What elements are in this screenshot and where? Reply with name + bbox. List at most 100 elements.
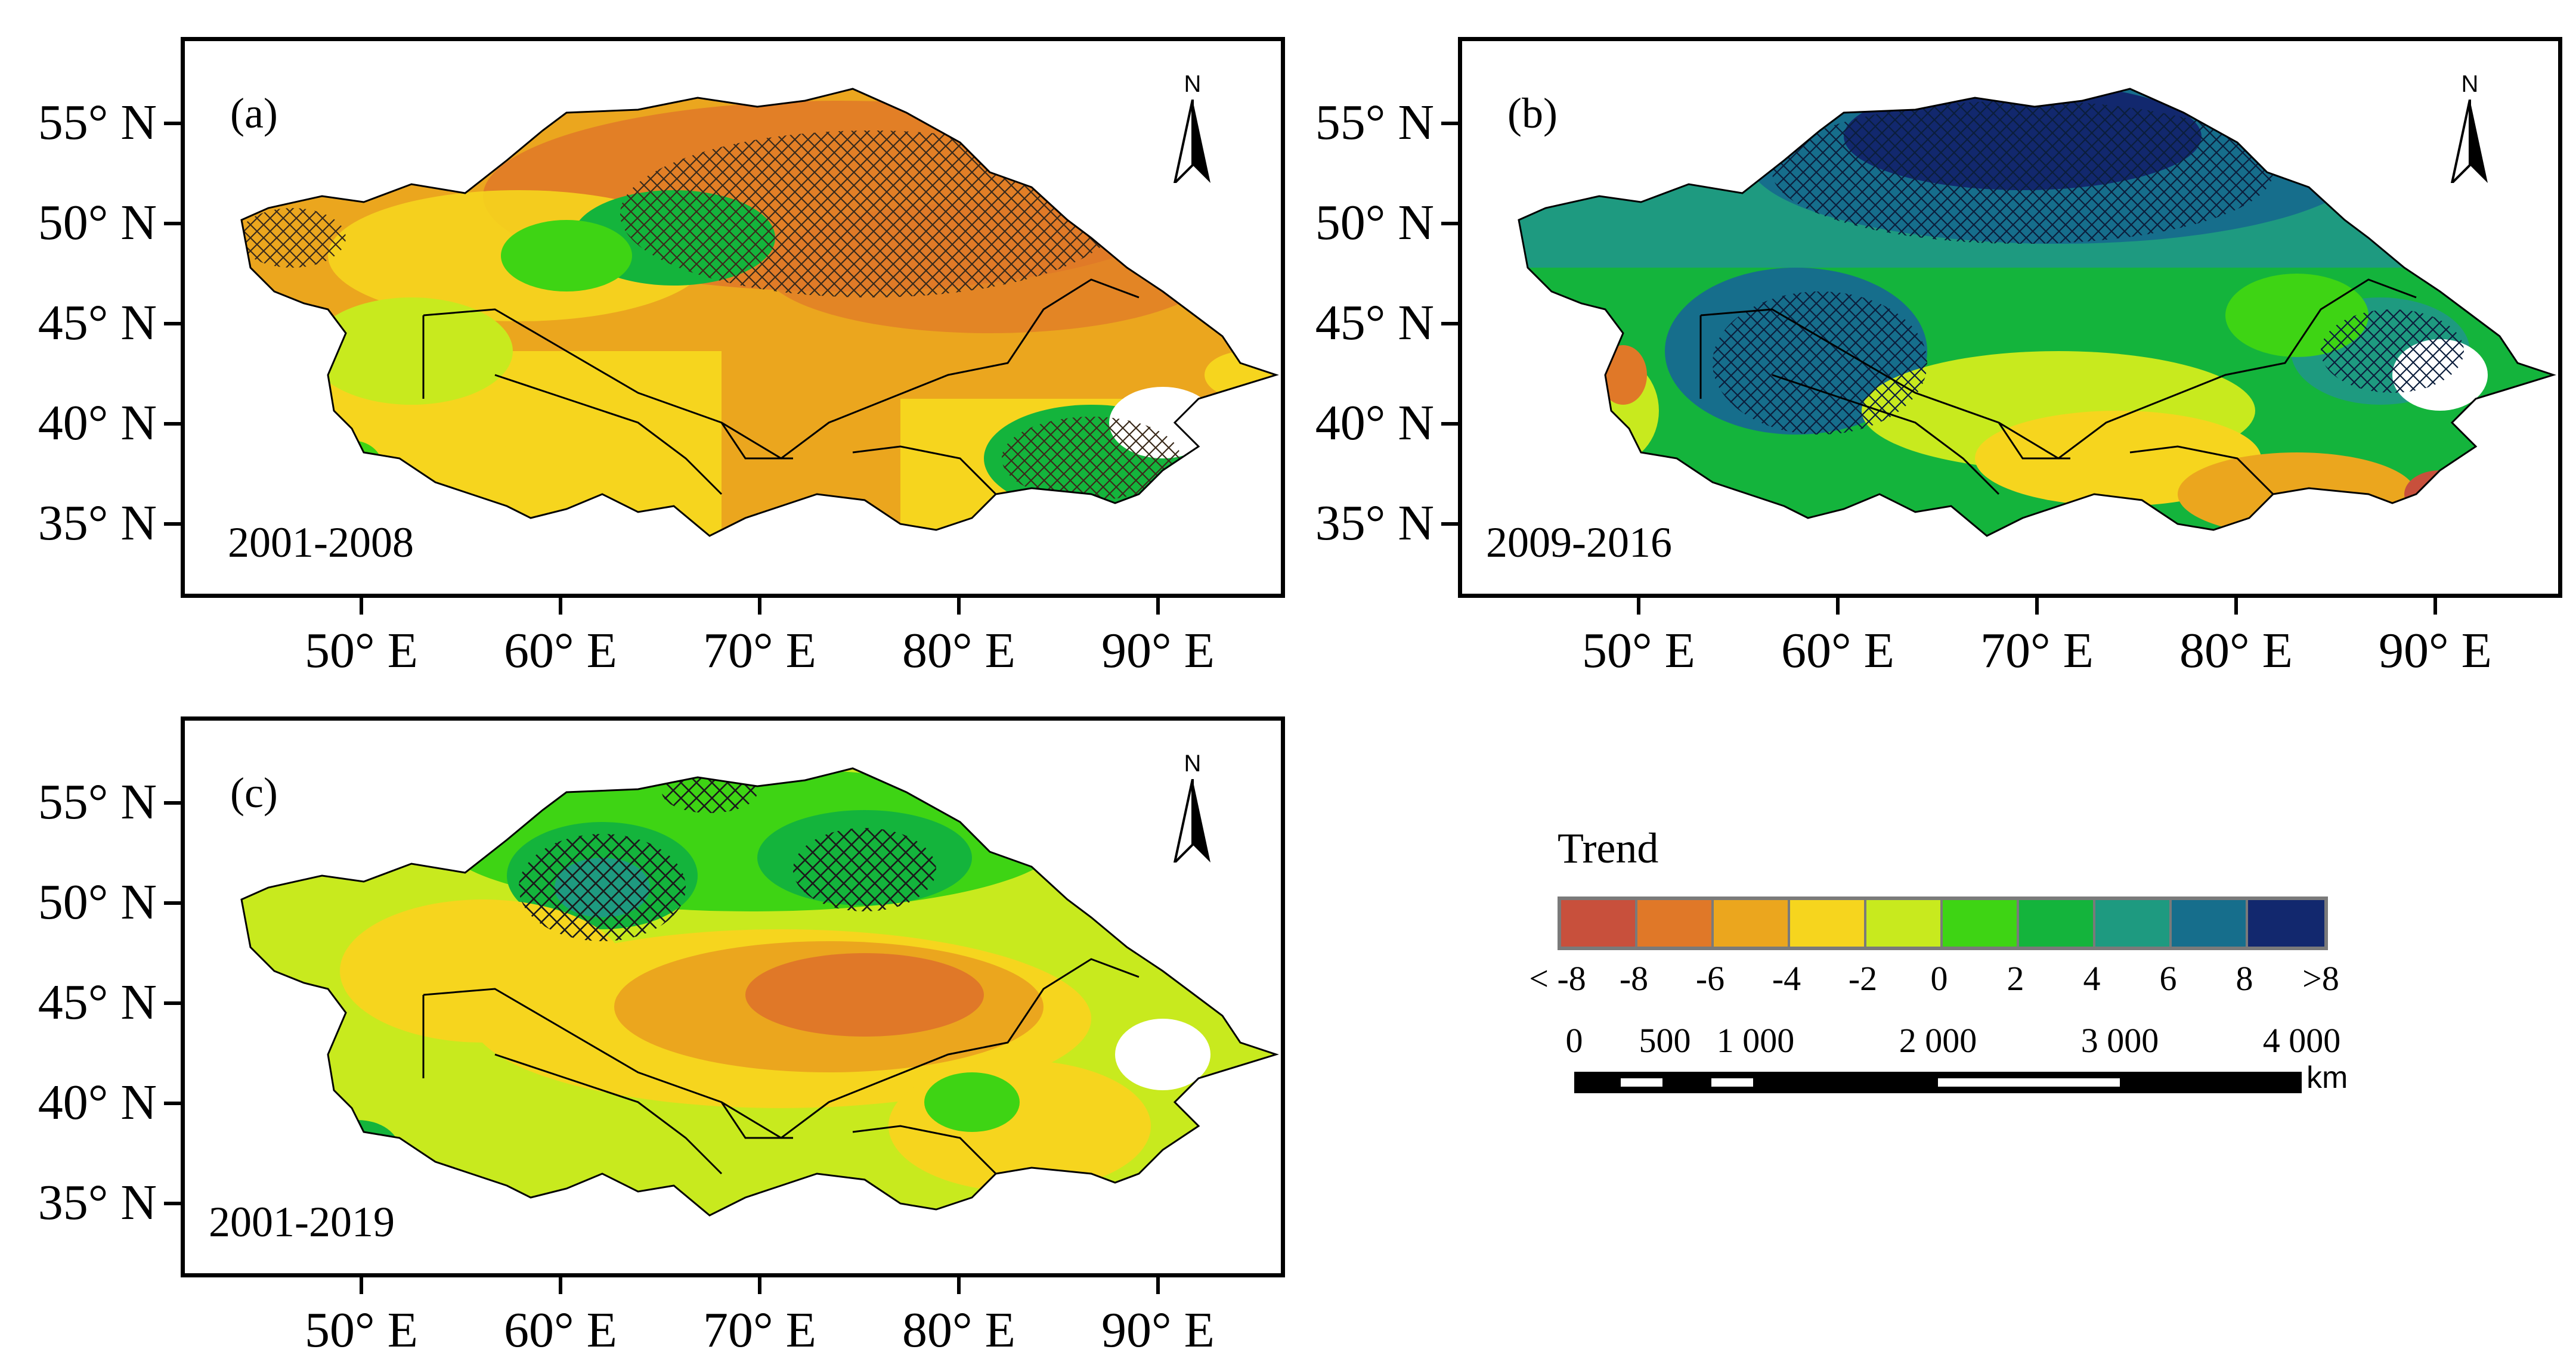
lat-label: 35° N bbox=[38, 1175, 157, 1230]
lat-tick bbox=[164, 222, 181, 225]
lat-label: 55° N bbox=[1315, 95, 1434, 150]
legend-tick-label: 6 bbox=[2159, 959, 2177, 998]
lat-tick bbox=[164, 422, 181, 426]
map-panel-c-graphic bbox=[240, 767, 1279, 1217]
lon-label: 60° E bbox=[504, 623, 617, 678]
legend-tick-label: -4 bbox=[1772, 959, 1801, 998]
legend-swatch bbox=[1561, 900, 1637, 947]
scale-label: 3 000 bbox=[2080, 1021, 2159, 1060]
legend-swatch bbox=[1714, 900, 1790, 947]
legend-swatch bbox=[1637, 900, 1714, 947]
lon-label: 70° E bbox=[1980, 623, 2094, 678]
map-panel-b-graphic bbox=[1518, 88, 2556, 537]
scale-bar bbox=[1574, 1072, 2302, 1093]
panel-c-label: (c) bbox=[230, 769, 278, 817]
lon-label: 50° E bbox=[305, 623, 418, 678]
legend-tick-label: < -8 bbox=[1529, 959, 1586, 998]
map-panel-c: (c) 2001-2019 N bbox=[181, 716, 1285, 1277]
map-panel-b: (b) 2009-2016 N bbox=[1458, 37, 2562, 598]
lon-label: 50° E bbox=[1582, 623, 1695, 678]
panel-c-period: 2001-2019 bbox=[209, 1198, 395, 1246]
lat-tick bbox=[164, 1202, 181, 1205]
panel-a-period: 2001-2008 bbox=[228, 519, 414, 566]
lon-tick bbox=[360, 598, 363, 615]
lon-tick bbox=[2433, 598, 2437, 615]
north-arrow-icon bbox=[2450, 100, 2488, 183]
lat-tick bbox=[1441, 322, 1458, 325]
lat-tick bbox=[1441, 122, 1458, 125]
lon-label: 90° E bbox=[1101, 623, 1215, 678]
legend-swatch bbox=[1866, 900, 1943, 947]
lon-tick bbox=[758, 598, 761, 615]
lon-tick bbox=[758, 1277, 761, 1294]
lon-tick bbox=[360, 1277, 363, 1294]
lon-label: 70° E bbox=[703, 623, 816, 678]
lat-label: 55° N bbox=[38, 774, 157, 830]
north-arrow-icon bbox=[1173, 100, 1210, 183]
lon-label: 90° E bbox=[1101, 1302, 1215, 1358]
north-letter-b: N bbox=[2461, 71, 2479, 97]
lon-tick bbox=[559, 1277, 562, 1294]
panel-a-label: (a) bbox=[230, 89, 278, 137]
map-panel-a-graphic bbox=[240, 88, 1279, 537]
lat-tick bbox=[1441, 422, 1458, 426]
lon-label: 60° E bbox=[504, 1302, 617, 1358]
legend-swatch bbox=[1790, 900, 1866, 947]
lat-label: 45° N bbox=[38, 295, 157, 350]
north-arrow-c: N bbox=[1169, 750, 1216, 864]
lon-label: 60° E bbox=[1781, 623, 1894, 678]
north-arrow-icon bbox=[1173, 779, 1210, 863]
lat-tick bbox=[1441, 522, 1458, 526]
lat-tick bbox=[164, 901, 181, 905]
legend-tick-label: 0 bbox=[1930, 959, 1948, 998]
legend-tick-label: 4 bbox=[2083, 959, 2101, 998]
lat-label: 50° N bbox=[38, 874, 157, 930]
lat-label: 50° N bbox=[38, 195, 157, 250]
lat-label: 45° N bbox=[1315, 295, 1434, 350]
north-letter-c: N bbox=[1184, 750, 1202, 777]
lat-tick bbox=[164, 322, 181, 325]
scale-segment-2 bbox=[1711, 1078, 1753, 1087]
lat-tick bbox=[164, 801, 181, 805]
scale-label: 4 000 bbox=[2262, 1021, 2341, 1060]
lon-tick bbox=[2035, 598, 2039, 615]
lon-label: 90° E bbox=[2379, 623, 2492, 678]
lon-tick bbox=[1637, 598, 1640, 615]
lat-label: 35° N bbox=[38, 495, 157, 551]
lon-tick bbox=[957, 1277, 961, 1294]
lon-label: 50° E bbox=[305, 1302, 418, 1358]
legend-tick-label: 8 bbox=[2236, 959, 2253, 998]
scale-label: 1 000 bbox=[1716, 1021, 1795, 1060]
lat-label: 40° N bbox=[38, 395, 157, 451]
legend-swatch bbox=[2019, 900, 2095, 947]
lat-label: 40° N bbox=[38, 1075, 157, 1130]
scale-label: 2 000 bbox=[1899, 1021, 1977, 1060]
legend-tick-label: -2 bbox=[1848, 959, 1878, 998]
lon-tick bbox=[559, 598, 562, 615]
lat-tick bbox=[164, 1001, 181, 1005]
lon-tick bbox=[2234, 598, 2238, 615]
lat-label: 35° N bbox=[1315, 495, 1434, 551]
legend-swatch bbox=[2095, 900, 2172, 947]
legend-swatch bbox=[1943, 900, 2019, 947]
lon-tick bbox=[957, 598, 961, 615]
scale-segment-3 bbox=[1938, 1078, 2120, 1087]
lon-tick bbox=[1156, 598, 1160, 615]
north-letter-a: N bbox=[1184, 71, 1202, 97]
lon-tick bbox=[1156, 1277, 1160, 1294]
scale-label: 500 bbox=[1639, 1021, 1691, 1060]
scale-segment-1 bbox=[1621, 1078, 1662, 1087]
lon-tick bbox=[1836, 598, 1840, 615]
panel-b-label: (b) bbox=[1507, 89, 1558, 137]
legend-tick-label: >8 bbox=[2302, 959, 2339, 998]
lon-label: 80° E bbox=[902, 623, 1015, 678]
scale-bar-unit: km bbox=[2306, 1060, 2348, 1095]
legend-swatch bbox=[2248, 900, 2324, 947]
legend-title: Trend bbox=[1558, 824, 1659, 872]
lat-label: 50° N bbox=[1315, 195, 1434, 250]
lon-label: 70° E bbox=[703, 1302, 816, 1358]
legend-tick-label: -6 bbox=[1695, 959, 1725, 998]
lat-label: 45° N bbox=[38, 975, 157, 1030]
north-arrow-b: N bbox=[2446, 71, 2494, 184]
map-panel-a: (a) 2001-2008 N bbox=[181, 37, 1285, 598]
